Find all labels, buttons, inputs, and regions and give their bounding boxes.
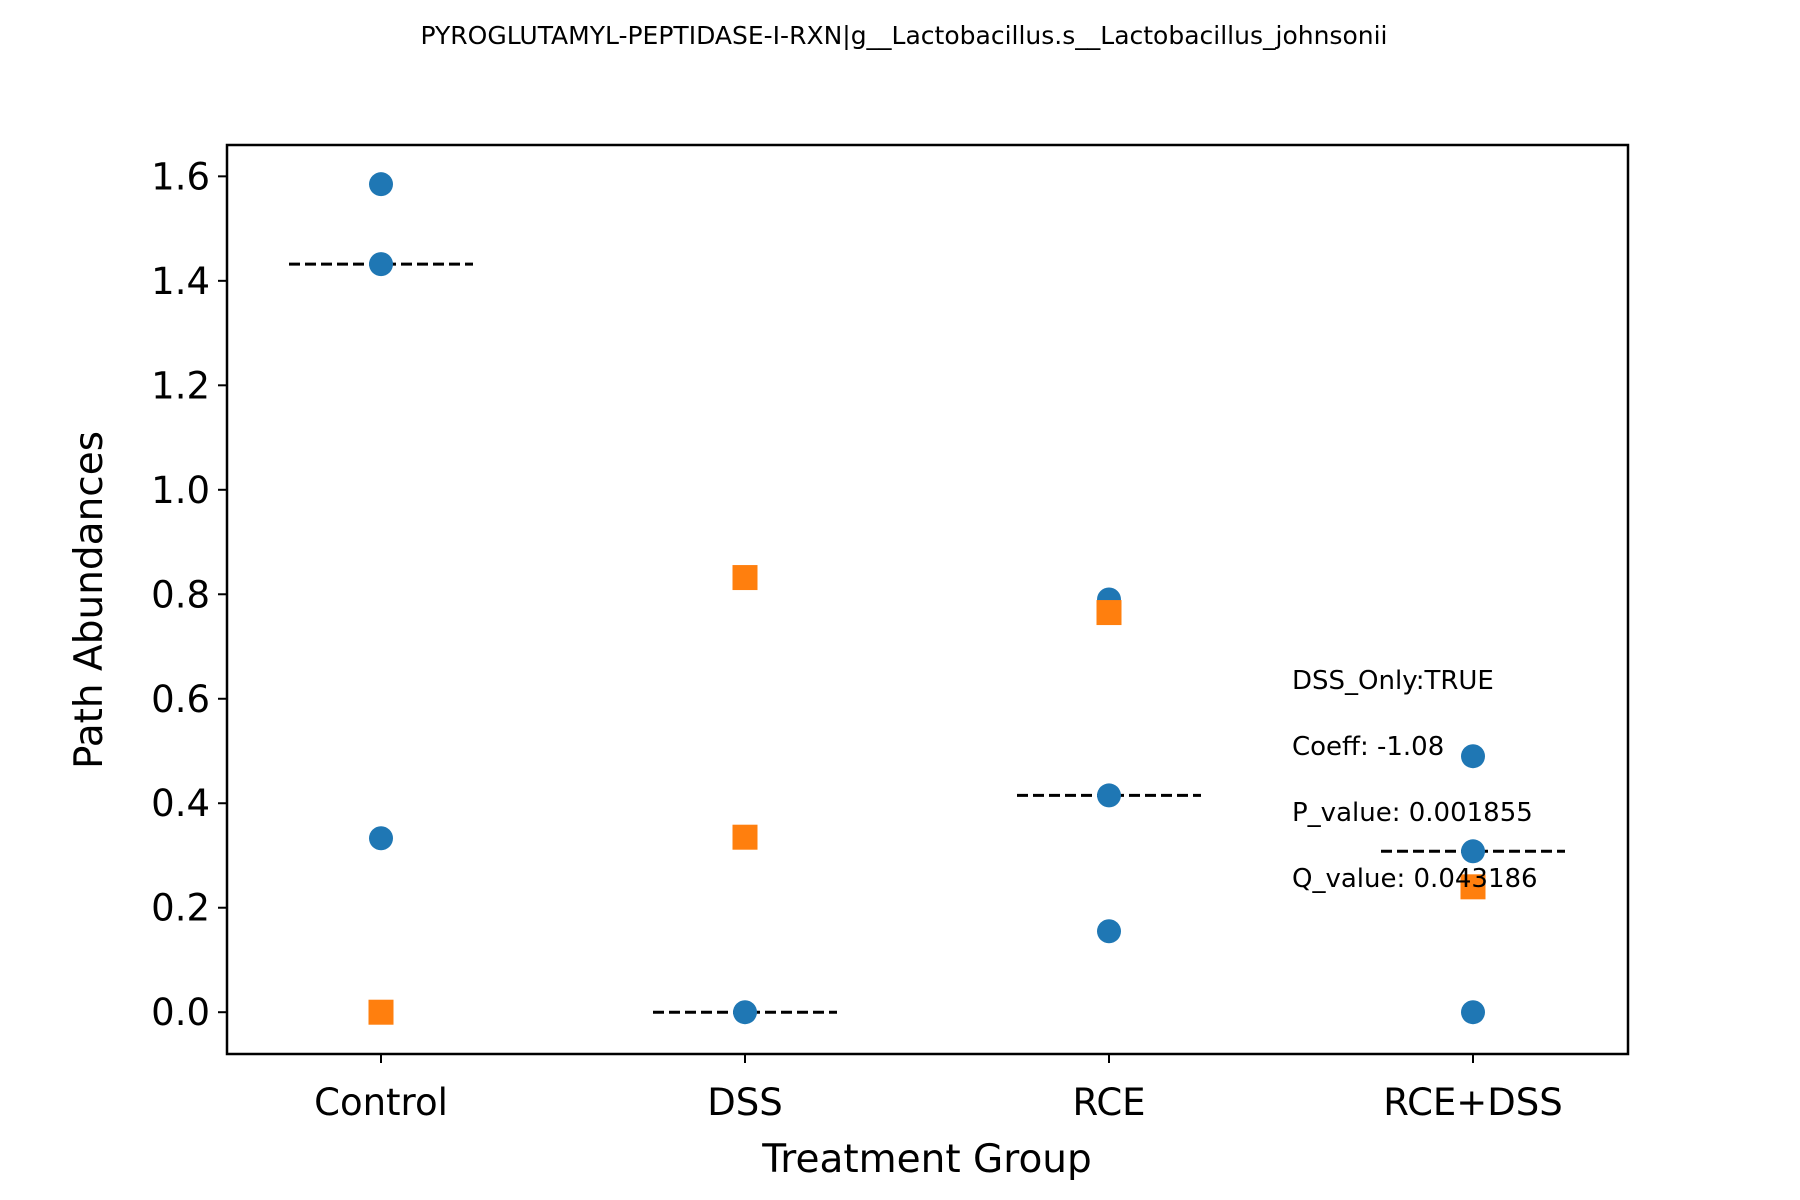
y-tick-label: 0.8 [151, 573, 210, 616]
y-tick-label: 0.4 [151, 782, 210, 825]
data-point-square [1096, 600, 1122, 626]
data-point-square [732, 824, 758, 850]
y-tick-label: 1.0 [151, 469, 210, 512]
x-tick-label: RCE [1072, 1081, 1145, 1124]
data-point-circle [1461, 1000, 1485, 1025]
x-tick-label: RCE+DSS [1383, 1081, 1563, 1124]
x-axis-label: Treatment Group [761, 1137, 1092, 1182]
data-points [368, 172, 1486, 1025]
data-point-circle [733, 1000, 757, 1025]
y-tick-label: 1.2 [151, 364, 210, 407]
data-point-circle [1461, 744, 1485, 769]
data-point-circle [1097, 783, 1121, 808]
stats-annotation-line: Q_value: 0.043186 [1292, 864, 1538, 894]
y-tick-label: 1.4 [151, 260, 210, 303]
data-point-circle [369, 252, 393, 277]
chart-title: PYROGLUTAMYL-PEPTIDASE-I-RXN|g__Lactobac… [421, 21, 1388, 50]
data-point-circle [1097, 919, 1121, 944]
y-tick-label: 0.2 [151, 887, 210, 930]
data-point-square [368, 999, 394, 1025]
stats-annotation: DSS_Only:TRUE Coeff: -1.08 P_value: 0.0018… [1292, 666, 1538, 894]
axis-ticks: 0.0 0.2 0.4 0.6 0.8 1.0 1.2 1.4 1.6 Control DSS RCE… [151, 155, 1563, 1124]
y-tick-label: 0.0 [151, 991, 210, 1034]
data-point-circle [369, 826, 393, 851]
data-point-circle [1461, 839, 1485, 864]
stats-annotation-line: DSS_Only:TRUE [1292, 666, 1494, 696]
stats-annotation-line: Coeff: -1.08 [1292, 732, 1444, 762]
x-tick-label: Control [314, 1081, 448, 1124]
y-axis-label: Path Abundances [67, 431, 112, 769]
x-tick-label: DSS [707, 1081, 782, 1124]
y-tick-label: 1.6 [151, 155, 210, 198]
data-point-square [732, 565, 758, 591]
data-point-square [1460, 874, 1486, 900]
y-tick-label: 0.6 [151, 678, 210, 721]
stats-annotation-line: P_value: 0.001855 [1292, 798, 1533, 828]
plot-area-frame [225, 143, 1630, 1056]
median-lines [289, 262, 1565, 1014]
data-point-circle [369, 172, 393, 197]
